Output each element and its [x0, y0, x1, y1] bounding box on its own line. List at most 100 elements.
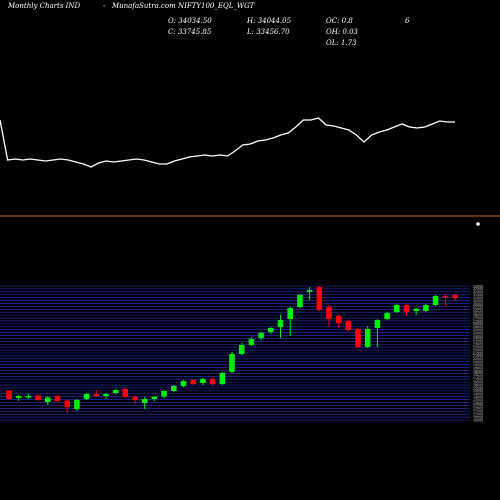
candle-body — [306, 290, 313, 292]
divider-dot — [476, 222, 480, 226]
price-tick-label: 17000 — [473, 378, 483, 382]
candle-body — [248, 339, 255, 345]
price-tick-label: 30000 — [473, 302, 483, 306]
ol-label: OL: 1.73 — [326, 39, 357, 47]
candles — [6, 286, 458, 413]
candle-body — [209, 379, 216, 384]
candle-body — [413, 309, 419, 311]
price-tick-label: 25500 — [473, 328, 483, 332]
candle-body — [238, 345, 245, 354]
price-tick-label: 21500 — [473, 351, 483, 355]
header-separator: - — [103, 2, 106, 10]
price-tick-label: 20500 — [473, 357, 483, 361]
candle-body — [287, 308, 293, 319]
candle-body — [54, 396, 61, 401]
candle-body — [200, 379, 206, 383]
price-tick-label: 10500 — [473, 415, 483, 419]
candle-body — [268, 328, 274, 332]
candle-body — [258, 333, 264, 338]
candle-body — [355, 329, 361, 347]
price-tick-label: 29000 — [473, 308, 483, 312]
price-tick-label: 22500 — [473, 345, 483, 349]
candle-body — [384, 313, 390, 319]
candle-body — [190, 380, 196, 384]
price-tick-label: 30500 — [473, 299, 483, 303]
candle-body — [45, 397, 51, 402]
candle-body — [161, 391, 167, 397]
price-tick-label: 15000 — [473, 389, 483, 393]
candle-body — [374, 320, 381, 328]
candle-body — [25, 396, 32, 398]
price-axis: 3300032500320003150031000305003000029500… — [473, 284, 483, 422]
price-tick-label: 31000 — [473, 296, 483, 300]
candle-body — [35, 395, 41, 400]
price-tick-label: 21000 — [473, 354, 483, 358]
candle-body — [15, 396, 22, 398]
price-tick-label: 23000 — [473, 343, 483, 347]
price-tick-label: 32000 — [473, 290, 483, 294]
indicator-panel — [0, 117, 455, 168]
candle-body — [132, 397, 138, 400]
low-label: L: 33456.70 — [247, 28, 290, 36]
candle-body — [171, 386, 177, 391]
candle-body — [151, 396, 158, 399]
price-tick-label: 29500 — [473, 305, 483, 309]
price-tick-label: 16500 — [473, 380, 483, 384]
close-label: C: 33745.85 — [168, 28, 212, 36]
price-tick-label: 27000 — [473, 319, 483, 323]
candle-body — [219, 373, 226, 384]
candle-body — [326, 307, 332, 319]
candle-body — [335, 316, 342, 323]
corner-value: 6 — [405, 17, 410, 25]
price-tick-label: 18000 — [473, 372, 483, 376]
high-label: H: 34044.05 — [247, 17, 292, 25]
candle-body — [442, 296, 449, 298]
candle-body — [432, 296, 439, 305]
price-tick-label: 10000 — [473, 418, 483, 422]
candle-body — [229, 354, 235, 372]
price-tick-label: 24000 — [473, 337, 483, 341]
price-tick-label: 25000 — [473, 331, 483, 335]
candle-body — [74, 400, 80, 409]
price-tick-label: 22000 — [473, 348, 483, 352]
panel-divider — [0, 215, 500, 226]
candle-body — [64, 400, 70, 407]
price-tick-label: 13500 — [473, 398, 483, 402]
candle-body — [423, 305, 429, 311]
price-tick-label: 14000 — [473, 395, 483, 399]
candle-body — [364, 329, 371, 347]
candle-body — [103, 394, 109, 396]
site-title: Monthly Charts IND — [8, 2, 81, 10]
price-tick-label: 12500 — [473, 404, 483, 408]
price-tick-label: 26500 — [473, 322, 483, 326]
candle-body — [112, 390, 119, 393]
price-tick-label: 16000 — [473, 383, 483, 387]
price-tick-label: 13000 — [473, 401, 483, 405]
candle-body — [122, 389, 129, 397]
price-tick-label: 12000 — [473, 407, 483, 411]
open-label: O: 34034.50 — [168, 17, 212, 25]
candle-body — [83, 394, 90, 399]
price-tick-label: 15500 — [473, 386, 483, 390]
candle-body — [93, 394, 100, 396]
price-tick-label: 24500 — [473, 334, 483, 338]
candle-body — [394, 305, 400, 312]
price-tick-label: 33000 — [473, 284, 483, 288]
price-tick-label: 32500 — [473, 287, 483, 291]
price-tick-label: 28000 — [473, 313, 483, 317]
oh-label: OH: 0.03 — [326, 28, 359, 36]
candle-body — [180, 381, 187, 386]
candle-body — [6, 390, 12, 399]
price-tick-label: 18500 — [473, 369, 483, 373]
price-tick-label: 23500 — [473, 340, 483, 344]
price-tick-label: 17500 — [473, 375, 483, 379]
price-tick-label: 11000 — [473, 412, 483, 416]
price-tick-label: 20000 — [473, 360, 483, 364]
price-tick-label: 26000 — [473, 325, 483, 329]
price-tick-label: 19500 — [473, 363, 483, 367]
candle-body — [452, 295, 458, 298]
price-tick-label: 19000 — [473, 366, 483, 370]
price-tick-label: 31500 — [473, 293, 483, 297]
price-tick-label: 28500 — [473, 311, 483, 315]
